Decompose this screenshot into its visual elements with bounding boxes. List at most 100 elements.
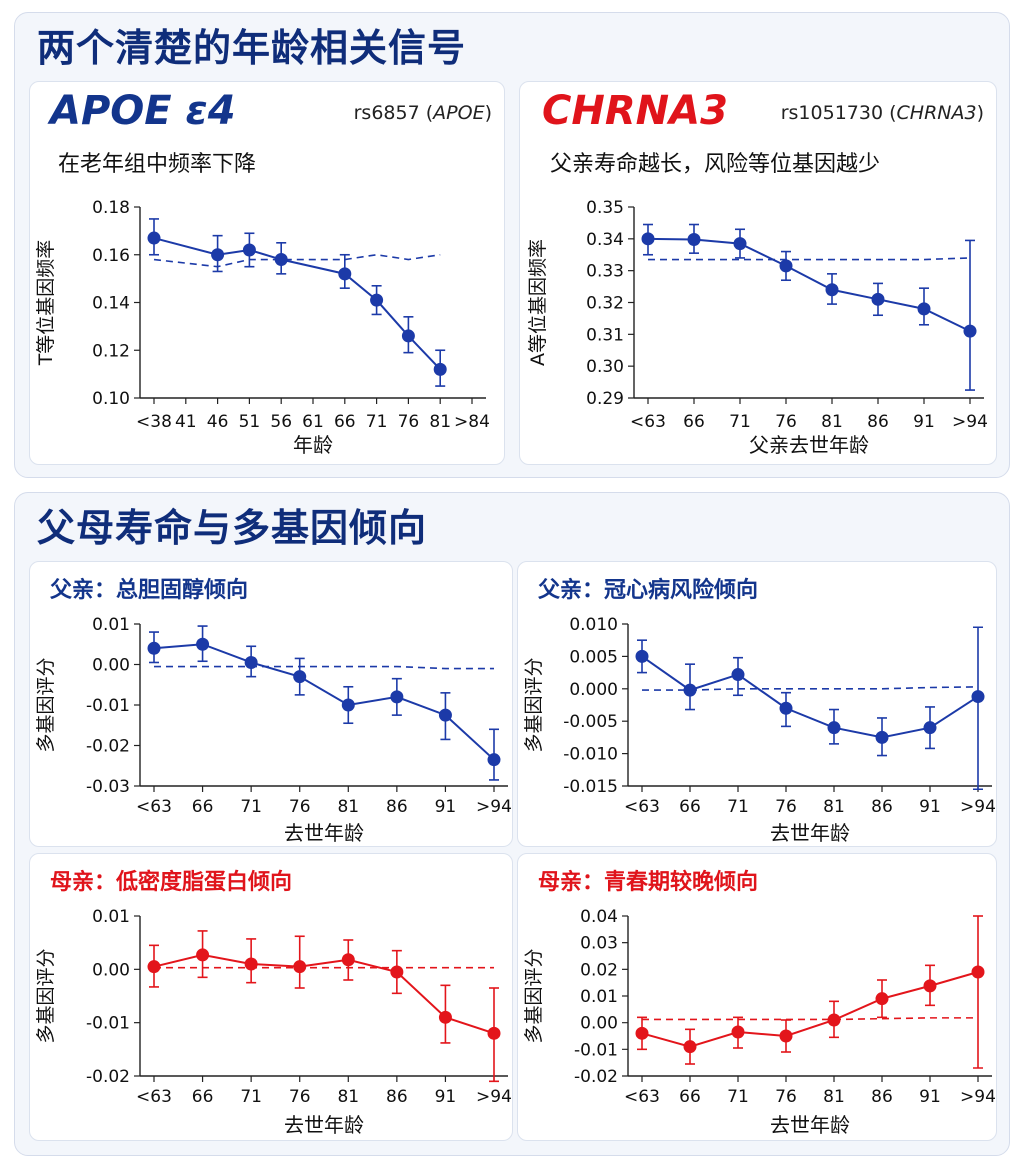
- data-point: [390, 690, 404, 704]
- data-point: [683, 683, 697, 697]
- apoe-snp-label: rs6857 (APOE): [353, 102, 492, 124]
- data-point: [687, 232, 701, 246]
- baseline-line: [642, 1017, 978, 1021]
- chrna3-chart: 0.35 0.34 0.33 0.32 0.31 0.30 0.29 <63 66 71 76 81 8…: [527, 198, 988, 457]
- baseline-line: [642, 686, 979, 691]
- x-tick-label: >94: [960, 797, 996, 817]
- panel-cad: 父亲：冠心病风险倾向 0.010 0.005 0.000 -0.005 -0.010 -0…: [517, 561, 997, 847]
- data-point: [917, 302, 931, 316]
- y-tick-label: -0.010: [563, 745, 618, 765]
- chol-title: 父亲：总胆固醇倾向: [50, 578, 249, 603]
- apoe-subtitle: 在老年组中频率下降: [58, 152, 257, 177]
- cad-title: 父亲：冠心病风险倾向: [538, 578, 759, 603]
- panel-chol: 父亲：总胆固醇倾向 0.01 0.00 -0.01 -0.02 -0.03 <63 66 71…: [29, 561, 513, 847]
- x-tick-label: 71: [727, 797, 749, 817]
- x-tick-label: 51: [239, 412, 261, 432]
- panel-chrna3: CHRNA3 rs1051730 (CHRNA3) 父亲寿命越长，风险等位基因越…: [519, 81, 997, 465]
- x-tick-label: 71: [366, 412, 388, 432]
- data-point: [390, 965, 404, 979]
- x-tick-label: 71: [727, 1087, 749, 1107]
- ldl-chart: 0.01 0.00 -0.01 -0.02 <63 66 71 76 81 86 91 >94 去世年龄…: [35, 907, 512, 1137]
- baseline-line: [154, 665, 494, 670]
- y-axis-label: 多基因评分: [35, 657, 57, 752]
- data-point: [338, 267, 352, 281]
- x-tick-label: 66: [679, 797, 701, 817]
- y-axis-label: 多基因评分: [35, 948, 57, 1043]
- y-tick-label: 0.16: [92, 246, 130, 266]
- baseline-line: [153, 253, 441, 268]
- x-axis-label: 父亲去世年龄: [749, 433, 869, 457]
- x-tick-label: >94: [476, 1087, 512, 1107]
- x-axis-label: 去世年龄: [770, 821, 850, 845]
- x-tick-label: 76: [398, 412, 420, 432]
- x-tick-label: 71: [240, 797, 262, 817]
- x-tick-label: 91: [435, 1087, 457, 1107]
- x-tick-label: <38: [136, 412, 172, 432]
- chrna3-subtitle: 父亲寿命越长，风险等位基因越少: [550, 152, 881, 177]
- y-axis-label: T等位基因频率: [35, 240, 57, 367]
- panel-apoe: APOE ε4 rs6857 (APOE) 在老年组中频率下降 0.18 0.16…: [29, 81, 505, 465]
- baseline-line: [648, 257, 971, 261]
- data-point: [963, 324, 977, 338]
- y-tick-label: 0.000: [569, 680, 618, 700]
- series-line: [153, 953, 495, 1035]
- panel-puberty: 母亲：青春期较晚倾向 0.04 0.03 0.02 0.01 0.00 -0.01 -0.0…: [517, 853, 997, 1141]
- y-tick-label: -0.02: [86, 737, 130, 757]
- y-tick-label: 0.29: [586, 389, 624, 409]
- data-point: [779, 259, 793, 273]
- x-tick-label: 76: [775, 412, 797, 432]
- y-tick-label: 0.33: [586, 262, 624, 282]
- data-point: [779, 701, 793, 715]
- section-title-parental-longevity: 父母寿命与多基因倾向: [37, 506, 428, 550]
- x-tick-label: <63: [624, 1087, 660, 1107]
- data-point: [971, 690, 985, 704]
- data-point: [196, 948, 210, 962]
- y-tick-label: -0.01: [86, 696, 130, 716]
- x-axis-label: 去世年龄: [284, 821, 364, 845]
- x-tick-label: 56: [270, 412, 292, 432]
- data-point: [875, 992, 889, 1006]
- y-tick-label: 0.31: [586, 325, 624, 345]
- series-line: [641, 655, 979, 739]
- x-tick-label: 86: [386, 797, 408, 817]
- x-tick-label: 76: [289, 797, 311, 817]
- y-tick-label: 0.35: [586, 198, 624, 218]
- y-tick-label: 0.00: [580, 1014, 618, 1034]
- y-tick-label: 0.12: [92, 341, 130, 361]
- series-line: [641, 971, 979, 1048]
- chrna3-snp-label: rs1051730 (CHRNA3): [780, 102, 984, 124]
- x-tick-label: 91: [919, 797, 941, 817]
- y-tick-label: 0.10: [92, 389, 130, 409]
- x-tick-label: >94: [952, 412, 988, 432]
- data-point: [487, 1026, 501, 1040]
- y-axis-label: 多基因评分: [523, 948, 545, 1043]
- chrna3-title: CHRNA3: [542, 88, 728, 134]
- apoe-snp-id: rs6857: [353, 102, 420, 124]
- data-point: [487, 753, 501, 767]
- data-point: [779, 1029, 793, 1043]
- data-point: [438, 1010, 452, 1024]
- x-tick-label: 86: [867, 412, 889, 432]
- chrna3-snp-gene: CHRNA3: [896, 102, 977, 124]
- data-point: [641, 232, 655, 246]
- x-tick-label: 61: [302, 412, 324, 432]
- series-line: [647, 237, 971, 333]
- data-point: [827, 1013, 841, 1027]
- y-tick-label: -0.02: [86, 1067, 130, 1087]
- data-point: [731, 668, 745, 682]
- apoe-title: APOE ε4: [50, 88, 236, 134]
- data-point: [827, 721, 841, 735]
- y-axis-label: 多基因评分: [523, 657, 545, 752]
- y-tick-label: 0.04: [580, 907, 618, 927]
- y-tick-label: 0.32: [586, 294, 624, 314]
- x-tick-label: 86: [871, 1087, 893, 1107]
- data-point: [871, 292, 885, 306]
- data-point: [635, 1026, 649, 1040]
- x-tick-label: 71: [240, 1087, 262, 1107]
- y-axis-label: A等位基因频率: [527, 239, 549, 366]
- data-point: [731, 1025, 745, 1039]
- x-tick-label: 81: [823, 797, 845, 817]
- x-tick-label: 81: [337, 797, 359, 817]
- section-parental-longevity: 父母寿命与多基因倾向 父亲：总胆固醇倾向 0.01 0.00 -0.01 -0.02 -…: [14, 492, 1010, 1156]
- x-tick-label: 76: [775, 797, 797, 817]
